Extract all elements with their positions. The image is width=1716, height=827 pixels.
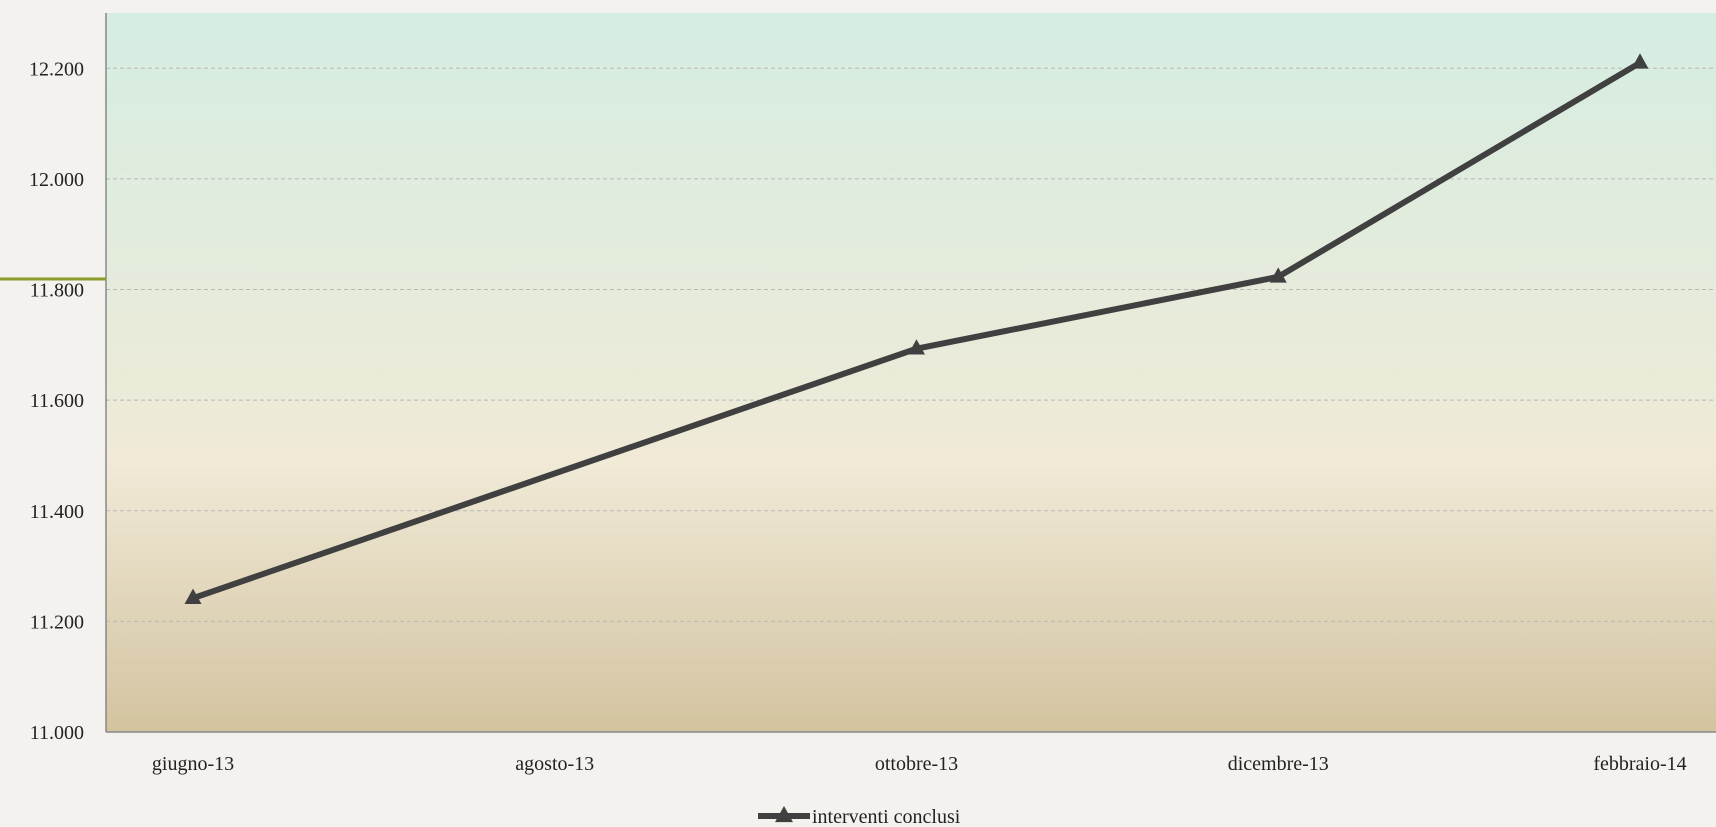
legend-marker: [775, 805, 793, 823]
y-tick-label: 12.200: [29, 58, 84, 80]
x-tick-label: ottobre-13: [875, 753, 958, 775]
y-tick-label: 11.200: [30, 611, 84, 633]
y-tick-label: 12.000: [29, 169, 84, 191]
x-tick-label: giugno-13: [152, 753, 234, 775]
data-point-marker: [908, 339, 925, 355]
data-point-marker: [1631, 53, 1649, 69]
legend: interventi conclusi: [758, 805, 961, 827]
y-tick-labels: 11.000 11.200 11.400 11.600 11.800 12.000 12.2…: [29, 58, 84, 744]
series-markers: [184, 53, 1649, 604]
x-tick-label: febbraio-14: [1593, 753, 1686, 775]
series-line: [190, 59, 1643, 602]
plot-area: [106, 13, 1716, 732]
gridlines: [106, 67, 1716, 622]
series-lines: [190, 59, 1643, 602]
x-tick-labels: giugno-13 agosto-13 ottobre-13 dicembre-13 f…: [152, 753, 1687, 775]
data-point-marker: [184, 588, 202, 604]
x-tick-label: dicembre-13: [1228, 753, 1329, 775]
x-tick-label: agosto-13: [515, 753, 594, 775]
data-point-marker: [1269, 267, 1287, 283]
y-tick-label: 11.400: [30, 501, 84, 523]
y-tick-label: 11.000: [30, 722, 84, 744]
y-tick-label: 11.800: [30, 280, 84, 302]
y-tick-label: 11.600: [30, 390, 84, 412]
legend-label: interventi conclusi: [812, 806, 961, 827]
